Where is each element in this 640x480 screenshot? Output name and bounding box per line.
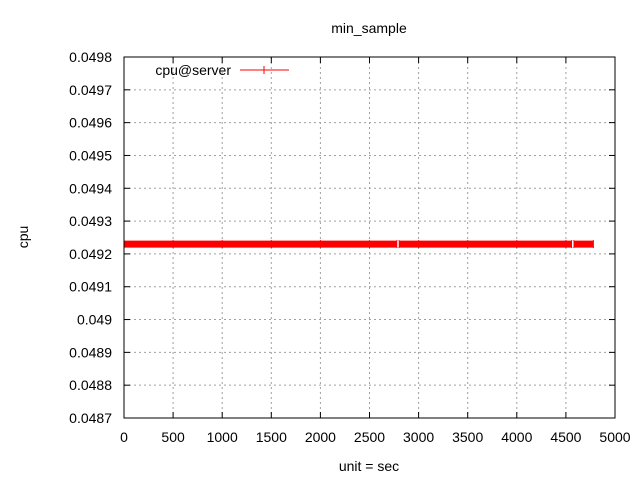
y-tick-label: 0.0488 xyxy=(69,377,112,393)
y-tick-label: 0.0494 xyxy=(69,180,112,196)
x-tick-label: 3500 xyxy=(452,429,483,445)
y-tick-label: 0.0491 xyxy=(69,279,112,295)
x-axis-label: unit = sec xyxy=(339,458,399,474)
y-tick-label: 0.0497 xyxy=(69,82,112,98)
y-tick-label: 0.0496 xyxy=(69,115,112,131)
x-tick-label: 2000 xyxy=(305,429,336,445)
legend-label: cpu@server xyxy=(155,62,231,78)
x-tick-label: 1500 xyxy=(256,429,287,445)
y-tick-label: 0.0489 xyxy=(69,344,112,360)
grid-lines xyxy=(124,57,615,418)
x-tick-label: 1000 xyxy=(207,429,238,445)
y-tick-label: 0.0492 xyxy=(69,246,112,262)
axis-ticks xyxy=(123,56,616,419)
x-tick-label: 3000 xyxy=(403,429,434,445)
x-tick-label: 5000 xyxy=(599,429,630,445)
x-tick-label: 4000 xyxy=(501,429,532,445)
x-tick-label: 0 xyxy=(120,429,128,445)
y-tick-label: 0.0495 xyxy=(69,147,112,163)
series-layer xyxy=(123,240,594,249)
legend: cpu@server xyxy=(155,62,289,78)
y-axis-label: cpu xyxy=(15,226,31,249)
y-tick-label: 0.0493 xyxy=(69,213,112,229)
x-tick-label: 4500 xyxy=(550,429,581,445)
tick-labels: 0 500 1000 1500 2000 2500 3000 3500 4000 4500 5000… xyxy=(69,49,631,445)
x-tick-label: 2500 xyxy=(354,429,385,445)
y-tick-label: 0.0498 xyxy=(69,49,112,65)
x-tick-label: 500 xyxy=(161,429,185,445)
y-tick-label: 0.049 xyxy=(77,312,112,328)
chart-title: min_sample xyxy=(331,20,407,36)
y-tick-label: 0.0487 xyxy=(69,410,112,426)
